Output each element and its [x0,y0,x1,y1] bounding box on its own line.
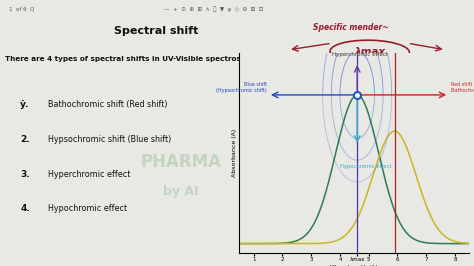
Text: Hypsochromic shift (Blue shift): Hypsochromic shift (Blue shift) [48,135,171,144]
Text: Bathochromic shift (Red shift): Bathochromic shift (Red shift) [48,100,167,109]
Text: ẏ.: ẏ. [20,100,29,109]
Text: Hypochromic effect: Hypochromic effect [340,164,392,169]
Text: PHARMA: PHARMA [140,153,221,171]
Text: There are 4 types of spectral shifts in UV-Visible spectroscopy.: There are 4 types of spectral shifts in … [5,56,262,62]
Y-axis label: Absorbance (A): Absorbance (A) [232,129,237,177]
Text: Hypochromic effect: Hypochromic effect [48,204,127,213]
Text: 4.: 4. [20,204,30,213]
Text: 3.: 3. [20,169,30,178]
Text: Spectral shift: Spectral shift [114,26,198,36]
Text: —  +  ⊙  ⊕  ⊞  ∧  ⬜  ▼  ψ  ◇  ⊖  ⊞  ⊡: — + ⊙ ⊕ ⊞ ∧ ⬜ ▼ ψ ◇ ⊖ ⊞ ⊡ [164,6,263,12]
Text: 2.: 2. [20,135,30,144]
Text: Blue shift
(Hypsochromic shift): Blue shift (Hypsochromic shift) [216,82,267,93]
Text: by AI: by AI [163,185,199,198]
Text: 1  of 6  Q: 1 of 6 Q [9,7,35,12]
Text: λmax: λmax [354,47,385,57]
Text: Red shift
Bathochromic shift: Red shift Bathochromic shift [451,82,474,93]
Text: Hyperchromic effect: Hyperchromic effect [48,169,130,178]
Text: Specific mender~: Specific mender~ [313,23,389,32]
X-axis label: Wavelength (λ): Wavelength (λ) [330,265,378,266]
Text: Hyperchromic effect: Hyperchromic effect [332,52,388,57]
